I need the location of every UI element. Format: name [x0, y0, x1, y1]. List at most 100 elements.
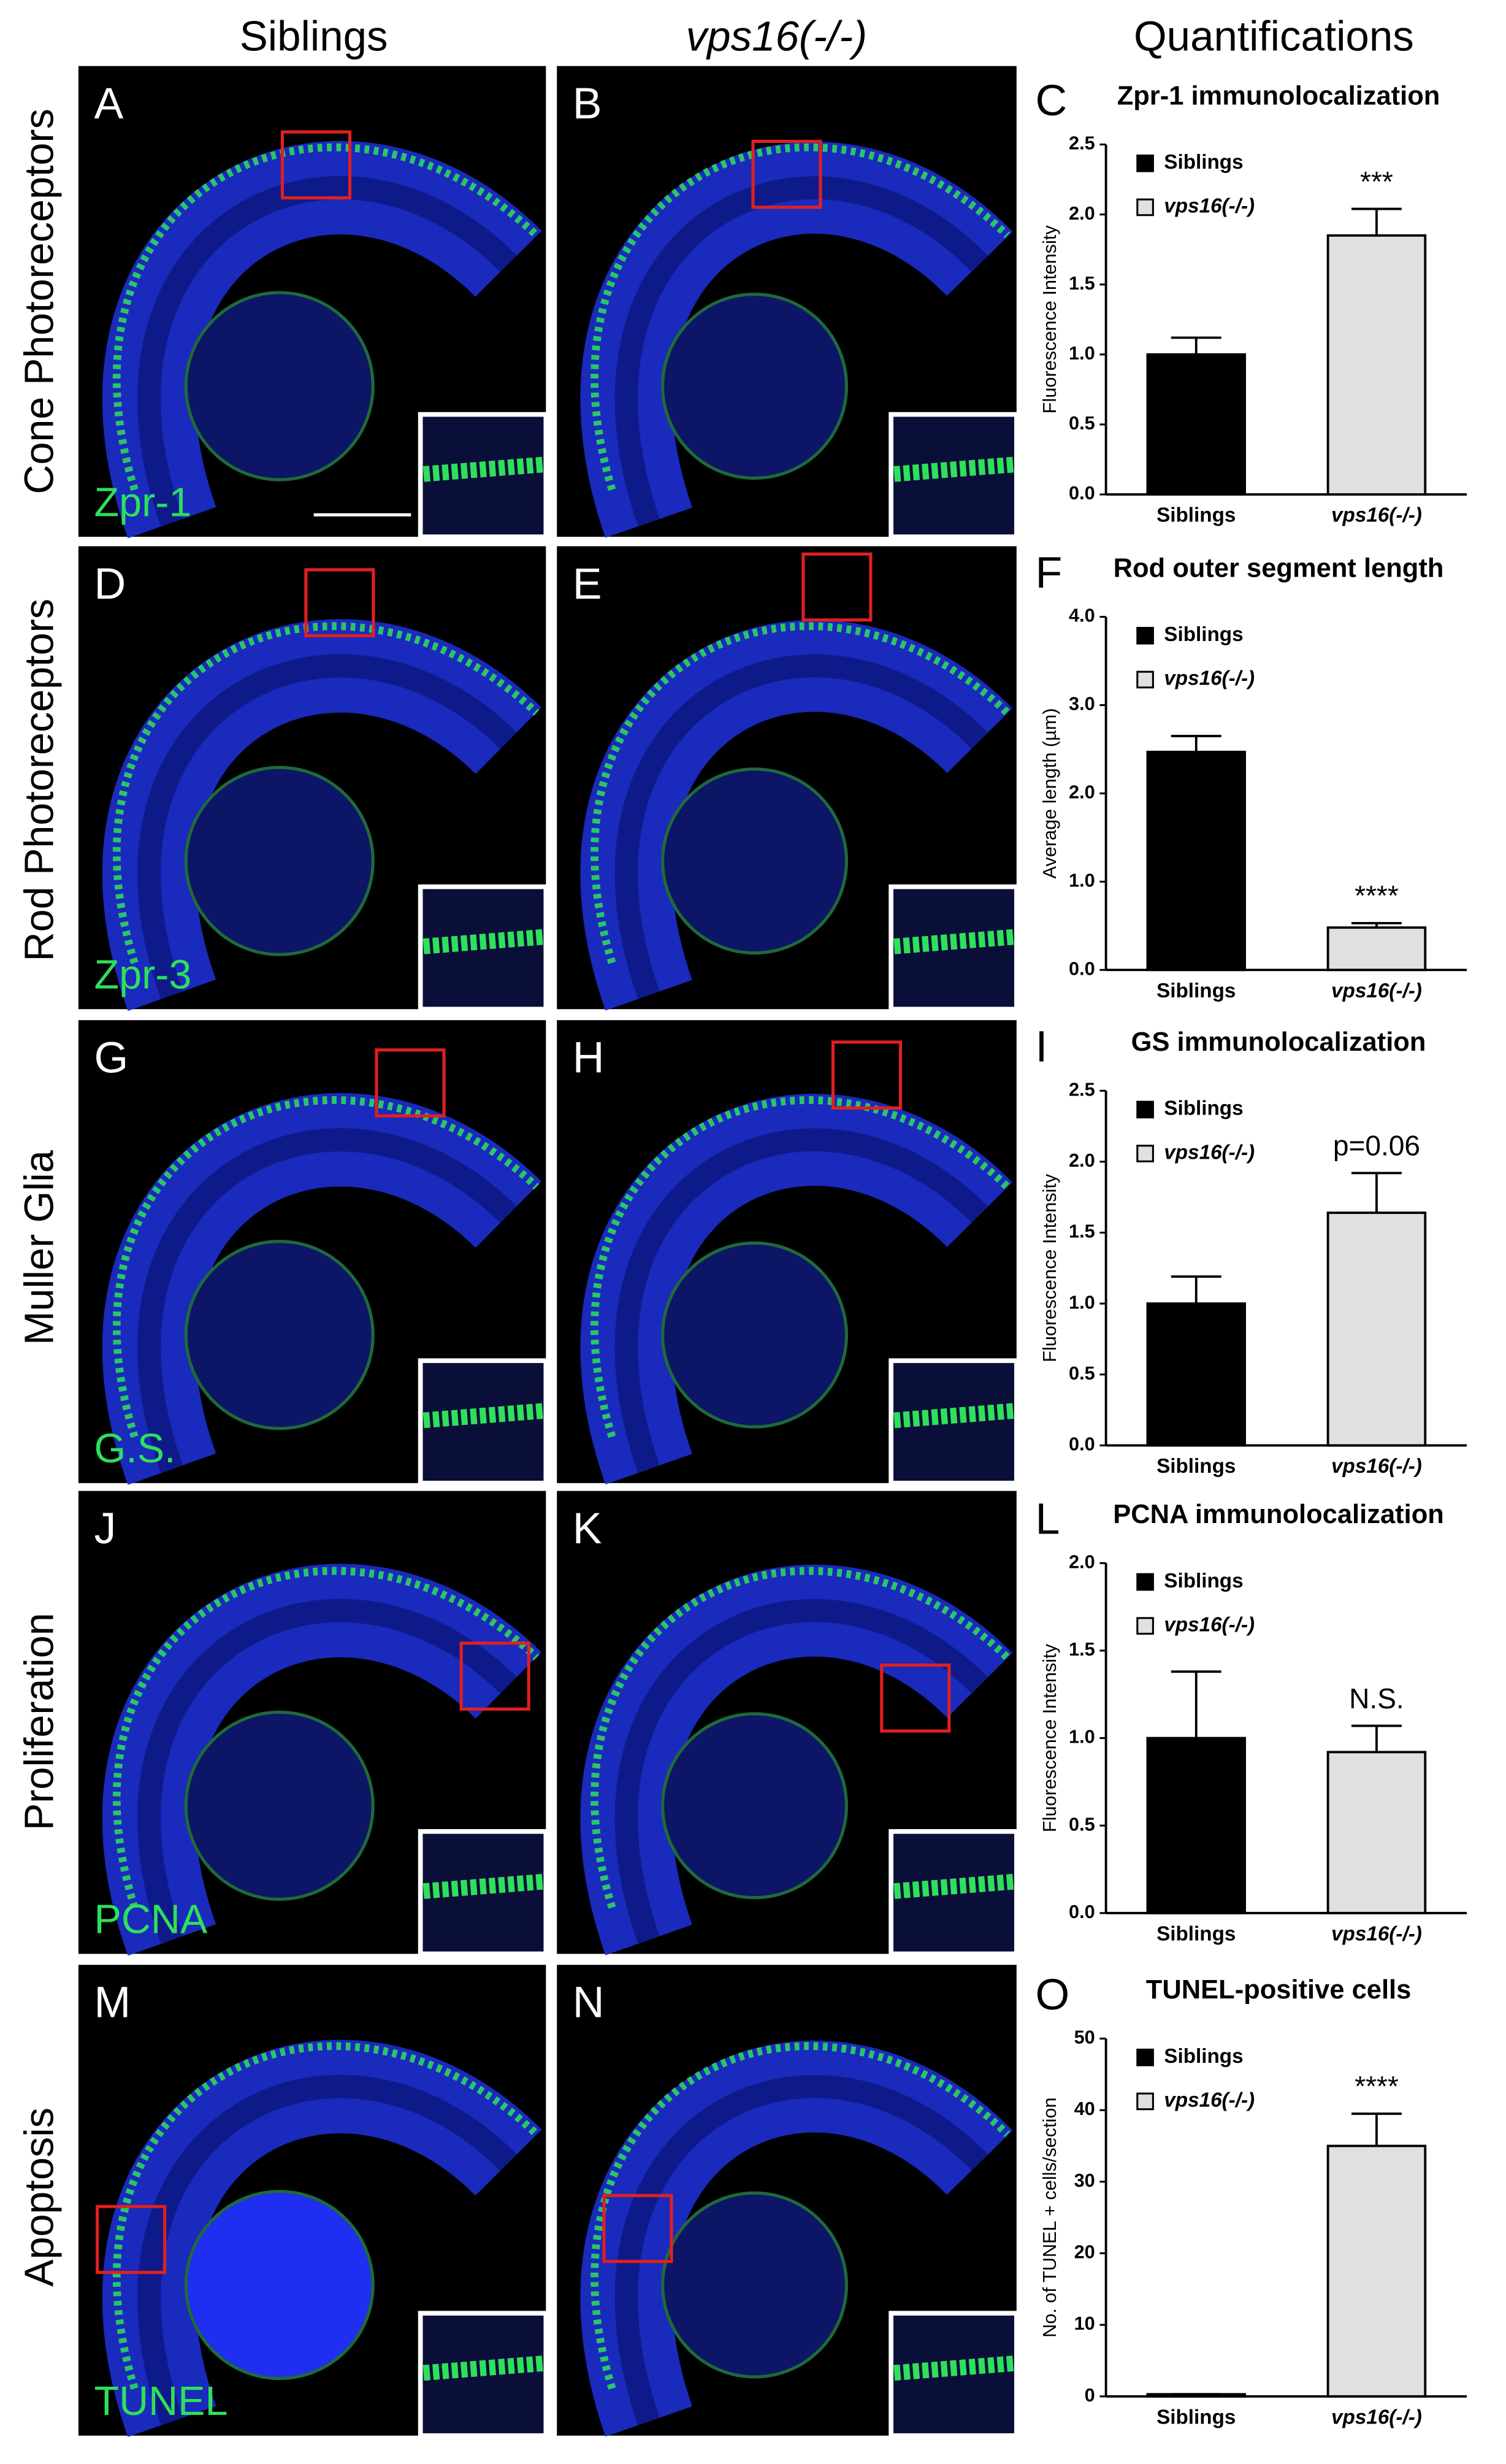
stain-signal: [591, 1096, 1011, 1438]
stain-label: TUNEL: [94, 2379, 228, 2424]
retina-layer: [137, 1128, 517, 1473]
stain-label: G.S.: [94, 1426, 176, 1472]
annotation: N.S.: [1349, 1683, 1404, 1714]
retina-layer: [137, 654, 517, 999]
legend-swatch: [1136, 1100, 1154, 1119]
y-axis-label: Fluorescence Intensity: [1039, 1173, 1060, 1362]
y-tick-label: 0.0: [1069, 1433, 1095, 1455]
y-tick-label: 20: [1074, 2241, 1095, 2263]
legend-label: vps16(-/-): [1164, 2089, 1255, 2112]
panel-letter: J: [94, 1504, 117, 1553]
legend-swatch: [1136, 1145, 1154, 1162]
lens: [184, 766, 375, 956]
legend-swatch: [1136, 2048, 1154, 2067]
panel-letter: K: [573, 1504, 602, 1553]
panel-letter: N: [573, 1978, 605, 2027]
y-tick-label: 1.0: [1069, 342, 1095, 364]
row-label: Rod Photoreceptors: [17, 599, 63, 961]
legend-label: Siblings: [1164, 623, 1243, 646]
stain-label: Zpr-1: [94, 480, 192, 526]
y-tick-label: 1.0: [1069, 1291, 1095, 1313]
row-label: Apoptosis: [17, 2108, 63, 2287]
inset-signal: [422, 1873, 544, 1899]
column-header: vps16(-/-): [686, 12, 867, 59]
column-header: Quantifications: [1134, 12, 1414, 59]
roi-box: [831, 1040, 903, 1110]
y-tick-label: 2.0: [1069, 781, 1095, 803]
y-tick-label: 50: [1074, 2027, 1095, 2048]
row-label: Cone Photoreceptors: [17, 109, 63, 494]
chart-title: TUNEL-positive cells: [1146, 1975, 1412, 2005]
bar: [1146, 750, 1246, 972]
inset-signal: [893, 2355, 1014, 2381]
chart-title: PCNA immunolocalization: [1113, 1500, 1444, 1529]
inset-signal: [422, 1403, 544, 1429]
retina-layer: [614, 1128, 988, 1473]
panel-letter: L: [1036, 1495, 1060, 1544]
roi-box: [459, 1641, 530, 1711]
legend-label: vps16(-/-): [1164, 1613, 1255, 1636]
bar: [1326, 1211, 1427, 1447]
legend-label: vps16(-/-): [1164, 667, 1255, 690]
retina-layer: [137, 1599, 517, 1944]
y-tick-label: 2.0: [1069, 1551, 1095, 1572]
annotation: ****: [1355, 2070, 1399, 2102]
legend-label: vps16(-/-): [1164, 1141, 1255, 1164]
chart-title: Zpr-1 immunolocalization: [1117, 81, 1440, 110]
y-tick-label: 0: [1085, 2384, 1095, 2406]
legend-swatch: [1136, 2092, 1154, 2111]
bar: [1326, 926, 1427, 972]
bar: [1326, 234, 1427, 496]
y-tick-label: 2.5: [1069, 132, 1095, 154]
legend-swatch: [1136, 670, 1154, 689]
y-tick-label: 0.5: [1069, 1813, 1095, 1835]
lens: [661, 1241, 849, 1429]
panel-letter: I: [1036, 1023, 1048, 1072]
bar: [1146, 353, 1246, 496]
retina-layer: [137, 2074, 517, 2426]
lens: [184, 1710, 375, 1901]
y-tick-label: 2.5: [1069, 1078, 1095, 1100]
bar: [1326, 2144, 1427, 2398]
retina-layer: [614, 2074, 988, 2425]
lens: [661, 293, 849, 480]
roi-box: [304, 568, 375, 637]
stain-signal: [591, 1567, 1011, 1909]
column-header: Siblings: [240, 12, 388, 59]
y-tick-label: 10: [1074, 2312, 1095, 2334]
x-tick-label: vps16(-/-): [1331, 2406, 1422, 2428]
lens: [184, 1240, 375, 1430]
stain-signal: [112, 1096, 540, 1438]
y-tick-label: 1.5: [1069, 1638, 1095, 1660]
chart-title: Rod outer segment length: [1114, 553, 1444, 583]
panel-letter: G: [94, 1034, 129, 1083]
inset-signal: [893, 929, 1014, 954]
roi-box: [801, 552, 873, 622]
retina-layer: [614, 1599, 988, 1944]
y-axis-label: No. of TUNEL + cells/section: [1039, 2097, 1060, 2337]
legend-swatch: [1136, 198, 1154, 217]
legend-label: vps16(-/-): [1164, 195, 1255, 218]
panel-letter: O: [1036, 1970, 1070, 2019]
stain-label: Zpr-3: [94, 953, 192, 998]
inset-signal: [422, 2355, 544, 2381]
legend-swatch: [1136, 1617, 1154, 1635]
legend-label: Siblings: [1164, 2045, 1243, 2068]
y-tick-label: 1.5: [1069, 1221, 1095, 1242]
x-tick-label: vps16(-/-): [1331, 504, 1422, 527]
y-tick-label: 0.5: [1069, 412, 1095, 434]
roi-box: [96, 2205, 167, 2274]
x-tick-label: Siblings: [1156, 504, 1236, 527]
stain-signal: [112, 1567, 540, 1909]
y-tick-label: 0.0: [1069, 482, 1095, 504]
row-label: Proliferation: [17, 1613, 63, 1830]
y-tick-label: 4.0: [1069, 605, 1095, 626]
x-tick-label: Siblings: [1156, 980, 1236, 1002]
roi-box: [602, 2193, 673, 2263]
stain-signal: [591, 143, 1011, 491]
lens: [661, 2191, 849, 2379]
annotation: ****: [1355, 880, 1399, 912]
panel-letter: E: [573, 559, 602, 608]
roi-box: [880, 1664, 951, 1733]
